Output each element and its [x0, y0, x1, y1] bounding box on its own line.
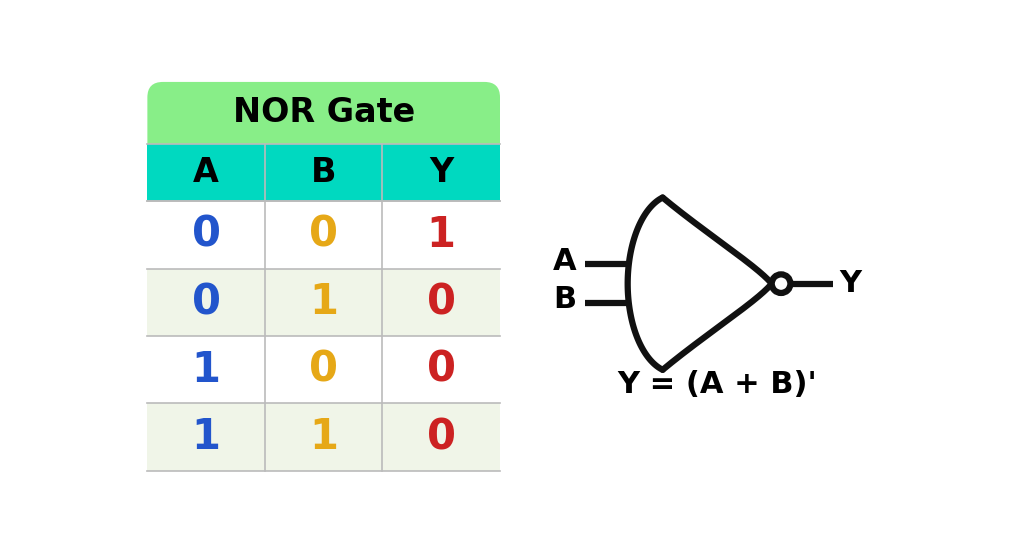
Text: 0: 0	[427, 349, 456, 391]
Text: Y: Y	[840, 269, 861, 298]
Bar	[147, 144, 500, 201]
Text: 1: 1	[191, 416, 220, 458]
Text: A: A	[194, 156, 219, 189]
Text: Y = (A + B)': Y = (A + B)'	[617, 370, 817, 399]
Bar	[147, 201, 500, 269]
Text: 0: 0	[309, 349, 338, 391]
Text: B: B	[311, 156, 337, 189]
Text: Y: Y	[429, 156, 454, 189]
Text: 0: 0	[191, 214, 220, 256]
Text: 1: 1	[427, 214, 456, 256]
Bar	[147, 269, 500, 336]
Text: 0: 0	[191, 281, 220, 323]
Text: B: B	[553, 286, 577, 315]
Text: 1: 1	[309, 416, 338, 458]
Text: 0: 0	[427, 416, 456, 458]
Text: 1: 1	[309, 281, 338, 323]
Bar	[147, 403, 500, 471]
Circle shape	[772, 275, 791, 293]
Text: 0: 0	[427, 281, 456, 323]
Bar	[147, 336, 500, 403]
Text: 0: 0	[309, 214, 338, 256]
Text: A: A	[553, 247, 577, 276]
Text: NOR Gate: NOR Gate	[232, 96, 415, 129]
Text: 1: 1	[191, 349, 220, 391]
FancyBboxPatch shape	[147, 82, 500, 471]
